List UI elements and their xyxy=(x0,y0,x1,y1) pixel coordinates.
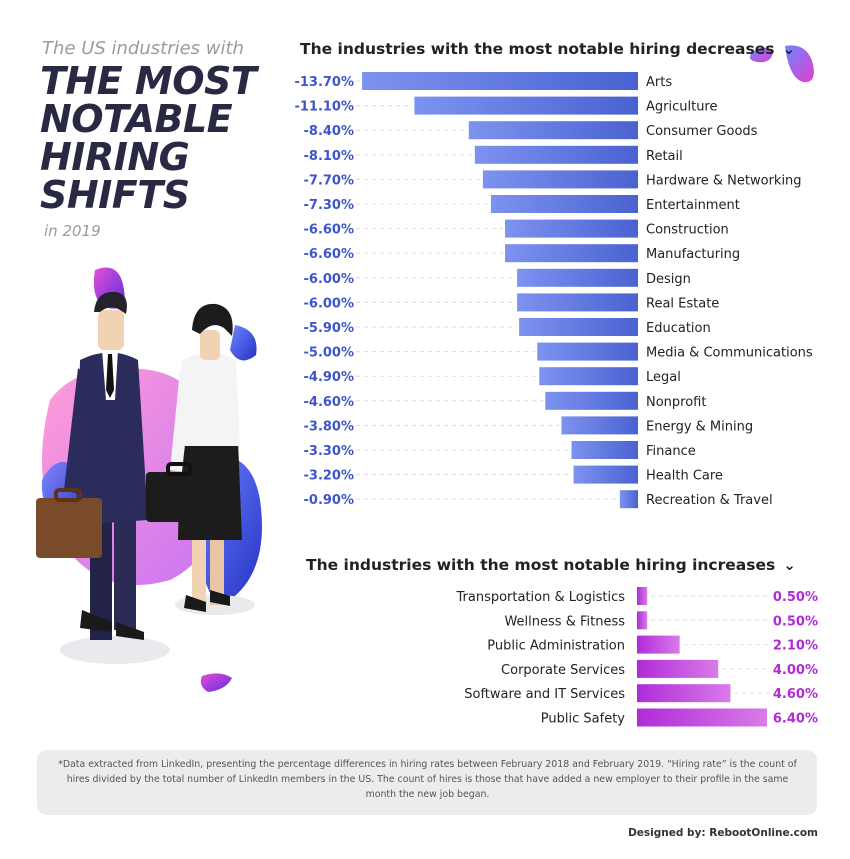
category-label: Media & Communications xyxy=(646,346,813,361)
value-label: -5.90% xyxy=(304,321,355,336)
category-label: Finance xyxy=(646,444,696,459)
page-title: THE MOST NOTABLE HIRING SHIFTS xyxy=(40,59,257,217)
category-label: Real Estate xyxy=(646,296,719,311)
category-label: Transportation & Logistics xyxy=(455,590,625,605)
bar-increase xyxy=(637,635,680,654)
bar-decrease xyxy=(573,465,638,484)
category-label: Energy & Mining xyxy=(646,419,753,434)
woman-figure xyxy=(146,303,242,612)
blob-shape xyxy=(230,325,257,361)
category-label: Nonprofit xyxy=(646,395,706,410)
increases-heading: The industries with the most notable hir… xyxy=(306,556,796,574)
value-label: -8.10% xyxy=(304,149,355,164)
category-label: Software and IT Services xyxy=(464,687,625,702)
category-label: Recreation & Travel xyxy=(646,493,773,508)
bar-decrease xyxy=(468,121,638,140)
blob-shape xyxy=(200,673,232,692)
bar-decrease xyxy=(619,490,638,509)
footnote: *Data extracted from LinkedIn, presentin… xyxy=(58,759,797,800)
bar-increase xyxy=(637,708,767,727)
bar-decrease xyxy=(517,268,638,287)
bar-increase xyxy=(637,684,731,703)
value-label: -0.90% xyxy=(304,493,355,508)
blob-shape xyxy=(785,45,814,83)
bar-decrease xyxy=(537,342,638,361)
decreases-title: The industries with the most notable hir… xyxy=(300,40,775,58)
category-label: Agriculture xyxy=(646,100,718,115)
value-label: -4.60% xyxy=(304,395,355,410)
bar-decrease xyxy=(505,244,638,263)
value-label: 2.10% xyxy=(773,639,818,654)
hiring-decreases-chart: -13.70% Arts -11.10% Agriculture -8.40% Consu… xyxy=(294,72,813,509)
bar-decrease xyxy=(517,293,638,312)
value-label: -5.00% xyxy=(304,346,355,361)
category-label: Education xyxy=(646,321,711,336)
value-label: -6.60% xyxy=(304,247,355,262)
category-label: Manufacturing xyxy=(646,247,740,262)
category-label: Public Administration xyxy=(487,639,625,654)
category-label: Construction xyxy=(646,223,729,238)
category-label: Arts xyxy=(646,75,672,90)
bar-decrease xyxy=(561,416,638,435)
value-label: -8.40% xyxy=(304,124,355,139)
category-label: Health Care xyxy=(646,469,723,484)
category-label: Consumer Goods xyxy=(646,124,758,139)
business-people-illustration xyxy=(36,267,262,692)
decorative-blobs xyxy=(749,45,814,83)
hiring-increases-chart: Transportation & Logistics 0.50% Wellness … xyxy=(455,587,818,727)
category-label: Wellness & Fitness xyxy=(504,614,625,629)
bar-decrease xyxy=(519,318,638,336)
increases-title: The industries with the most notable hir… xyxy=(306,556,776,574)
value-label: -3.30% xyxy=(304,444,355,459)
value-label: -3.80% xyxy=(304,419,355,434)
bar-increase xyxy=(637,611,648,630)
chevron-down-icon: ⌄ xyxy=(783,556,796,574)
category-label: Design xyxy=(646,272,691,287)
bar-decrease xyxy=(539,367,638,386)
footnote-box xyxy=(37,750,817,815)
category-label: Hardware & Networking xyxy=(646,173,802,188)
bar-decrease xyxy=(414,96,638,115)
year-label: in 2019 xyxy=(44,222,101,240)
blob-shape xyxy=(749,47,773,63)
value-label: -6.60% xyxy=(304,223,355,238)
category-label: Public Safety xyxy=(541,712,625,727)
value-label: 4.60% xyxy=(773,687,818,702)
chevron-down-icon: ⌄ xyxy=(782,40,796,58)
bar-decrease xyxy=(490,195,638,213)
bar-increase xyxy=(637,587,648,605)
category-label: Legal xyxy=(646,370,681,385)
bar-increase xyxy=(637,659,719,678)
category-label: Corporate Services xyxy=(501,663,625,678)
bar-decrease xyxy=(362,72,638,90)
bar-decrease xyxy=(545,391,638,410)
bar-decrease xyxy=(482,170,638,189)
man-figure xyxy=(36,291,148,640)
value-label: -7.30% xyxy=(304,198,355,213)
credit: Designed by: RebootOnline.com xyxy=(628,827,818,839)
value-label: -3.20% xyxy=(304,469,355,484)
bar-decrease xyxy=(474,145,638,164)
bar-decrease xyxy=(571,441,638,459)
value-label: -6.00% xyxy=(304,296,355,311)
value-label: 6.40% xyxy=(773,712,818,727)
decreases-heading: The industries with the most notable hir… xyxy=(300,40,795,58)
category-label: Entertainment xyxy=(646,198,740,213)
category-label: Retail xyxy=(646,149,683,164)
value-label: -4.90% xyxy=(304,370,355,385)
bar-decrease xyxy=(505,219,638,238)
value-label: -6.00% xyxy=(304,272,355,287)
value-label: 0.50% xyxy=(773,614,818,629)
value-label: -13.70% xyxy=(294,75,354,90)
value-label: 4.00% xyxy=(773,663,818,678)
value-label: -11.10% xyxy=(294,100,354,115)
value-label: -7.70% xyxy=(304,173,355,188)
value-label: 0.50% xyxy=(773,590,818,605)
subtitle: The US industries with xyxy=(42,38,244,59)
